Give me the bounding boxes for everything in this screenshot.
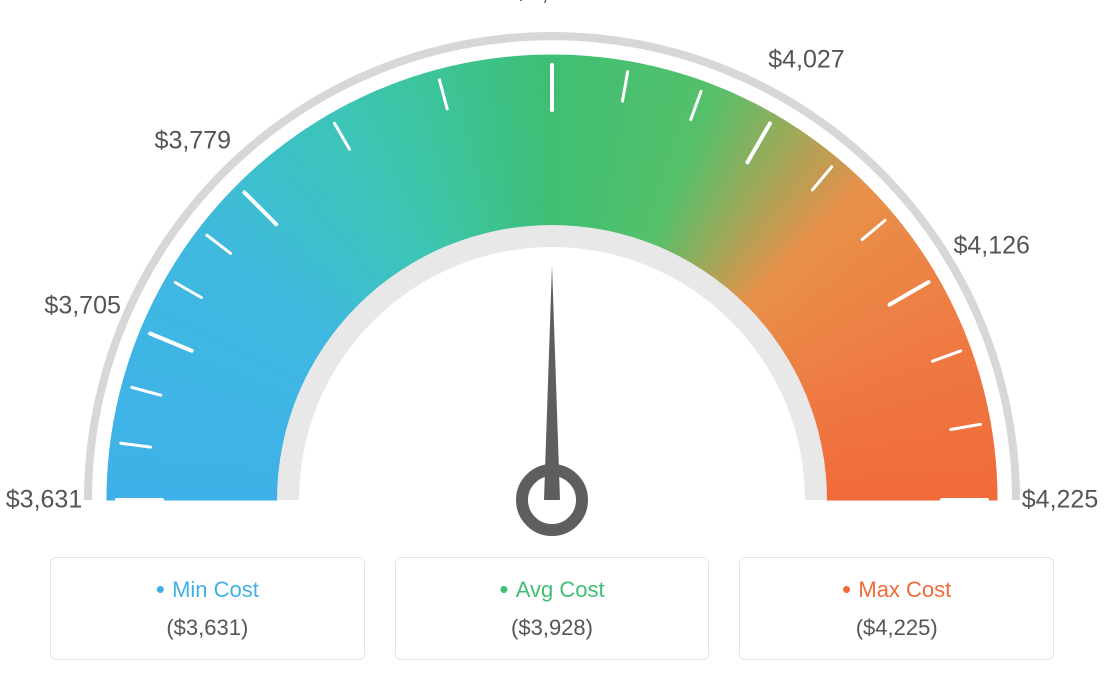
legend-max-card: Max Cost ($4,225) [739,557,1054,660]
gauge-tick-label: $4,027 [768,46,844,75]
gauge-tick-label: $4,225 [1022,486,1098,515]
legend-min-label: Min Cost [71,574,344,605]
legend-min-value: ($3,631) [71,615,344,641]
legend-row: Min Cost ($3,631) Avg Cost ($3,928) Max … [50,557,1054,660]
legend-avg-value: ($3,928) [416,615,689,641]
legend-min-card: Min Cost ($3,631) [50,557,365,660]
cost-gauge: $3,631 $3,705 $3,779 $3,928 $4,027 $4,126 $4,2… [0,0,1104,560]
gauge-tick-label: $3,705 [44,291,120,320]
gauge-tick-label: $3,779 [155,126,231,155]
legend-max-label: Max Cost [760,574,1033,605]
legend-max-value: ($4,225) [760,615,1033,641]
legend-avg-card: Avg Cost ($3,928) [395,557,710,660]
gauge-svg [0,0,1104,560]
gauge-tick-label: $3,631 [6,486,82,515]
gauge-tick-label: $3,928 [514,0,590,7]
legend-avg-label: Avg Cost [416,574,689,605]
gauge-tick-label: $4,126 [953,231,1029,260]
